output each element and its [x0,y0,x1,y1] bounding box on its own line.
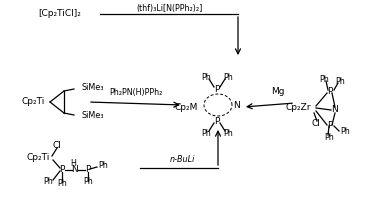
Text: Ph: Ph [83,177,93,186]
Text: Cp₂M: Cp₂M [175,102,198,111]
Text: Ph: Ph [335,76,345,85]
Text: P: P [59,166,65,175]
Text: N: N [71,166,78,175]
Text: SiMe₃: SiMe₃ [82,84,104,93]
Text: Cl: Cl [52,141,62,150]
Text: Ph: Ph [98,162,108,171]
Text: P: P [214,84,220,93]
Text: N: N [233,102,239,111]
Text: n-BuLi: n-BuLi [169,155,195,164]
Text: Cp₂Ti: Cp₂Ti [27,153,50,163]
Text: Ph: Ph [324,133,334,141]
Text: N: N [331,106,337,115]
Text: SiMe₃: SiMe₃ [82,111,104,121]
Text: [Cp₂TiCl]₂: [Cp₂TiCl]₂ [38,9,81,19]
Text: H: H [70,158,76,167]
Text: Ph₂PN(H)PPh₂: Ph₂PN(H)PPh₂ [109,88,163,97]
Text: Cp₂Zr: Cp₂Zr [285,103,311,112]
Text: Mg: Mg [271,88,285,97]
Text: P: P [214,116,220,125]
Text: Ph: Ph [57,180,67,189]
Text: Ph: Ph [223,73,233,82]
Text: P: P [86,166,91,175]
Text: Ph: Ph [340,126,350,135]
Text: Ph: Ph [201,73,211,82]
Text: (thf)₃Li[N(PPh₂)₂]: (thf)₃Li[N(PPh₂)₂] [137,5,203,14]
Text: Ph: Ph [43,177,53,186]
Text: Cp₂Ti: Cp₂Ti [22,98,45,107]
Text: Ph: Ph [319,74,329,84]
Text: P: P [327,87,332,96]
Text: P: P [327,121,332,130]
Text: Ph: Ph [223,129,233,138]
Text: Cl: Cl [312,119,320,127]
Text: Ph: Ph [201,129,211,138]
